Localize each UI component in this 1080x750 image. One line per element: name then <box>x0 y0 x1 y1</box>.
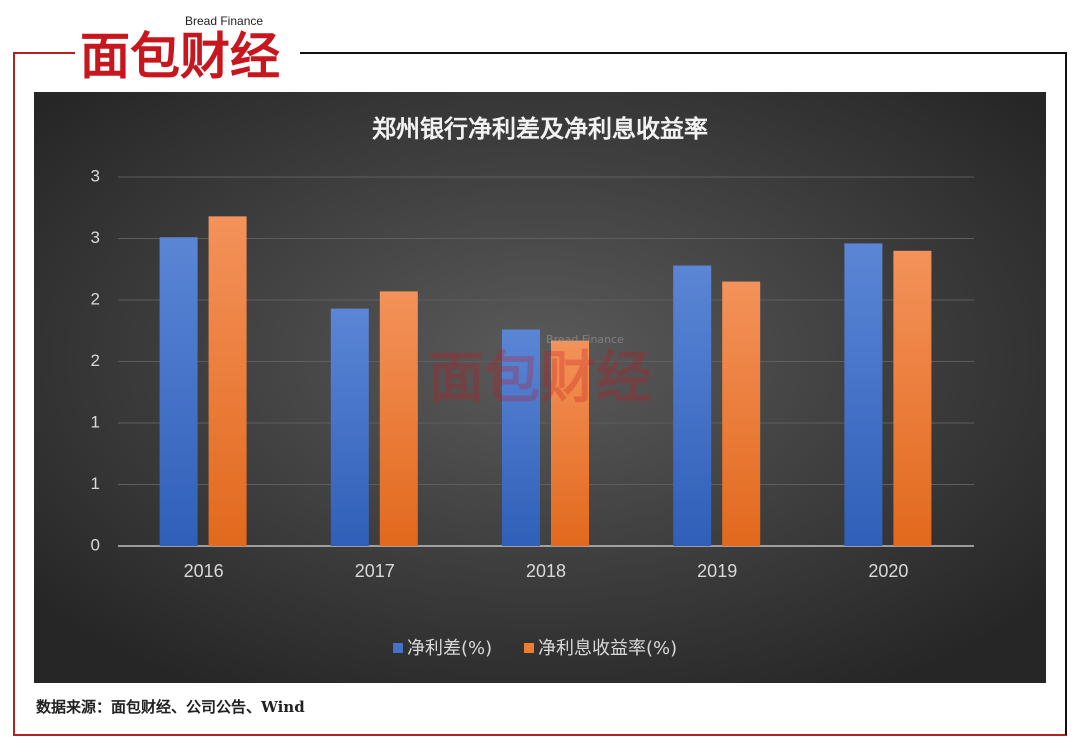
y-tick-label: 1 <box>91 474 100 493</box>
y-tick-label: 1 <box>91 412 100 431</box>
bar <box>893 250 932 547</box>
watermark-en: Bread Finance <box>546 333 624 346</box>
x-tick-label: 2019 <box>697 561 737 581</box>
bar <box>844 243 883 547</box>
legend-swatch <box>524 643 534 653</box>
chart-title: 郑州银行净利差及净利息收益率 <box>372 115 708 143</box>
bar <box>159 237 198 546</box>
logo: 面包财经 <box>80 28 280 86</box>
legend-swatch <box>393 643 403 653</box>
x-tick-label: 2018 <box>526 561 566 581</box>
y-tick-label: 3 <box>91 166 100 185</box>
bar <box>551 340 589 546</box>
frame-top <box>300 52 1067 735</box>
bar <box>673 265 712 546</box>
y-tick-label: 2 <box>91 351 100 370</box>
bar <box>502 329 540 546</box>
bar <box>722 281 761 546</box>
y-tick-label: 0 <box>91 535 100 554</box>
bar <box>208 216 247 547</box>
bar <box>330 308 369 546</box>
y-tick-label: 3 <box>91 228 100 247</box>
x-tick-label: 2017 <box>355 561 395 581</box>
legend-label: 净利息收益率(%) <box>538 638 677 659</box>
y-tick-label: 2 <box>91 289 100 308</box>
logo-en: Bread Finance <box>185 14 263 28</box>
x-tick-label: 2016 <box>184 561 224 581</box>
x-tick-label: 2020 <box>868 561 908 581</box>
watermark: 面包财经 <box>428 346 652 411</box>
legend-label: 净利差(%) <box>407 638 492 659</box>
source: 数据来源：面包财经、公司公告、Wind <box>36 698 305 716</box>
bar <box>379 291 418 546</box>
